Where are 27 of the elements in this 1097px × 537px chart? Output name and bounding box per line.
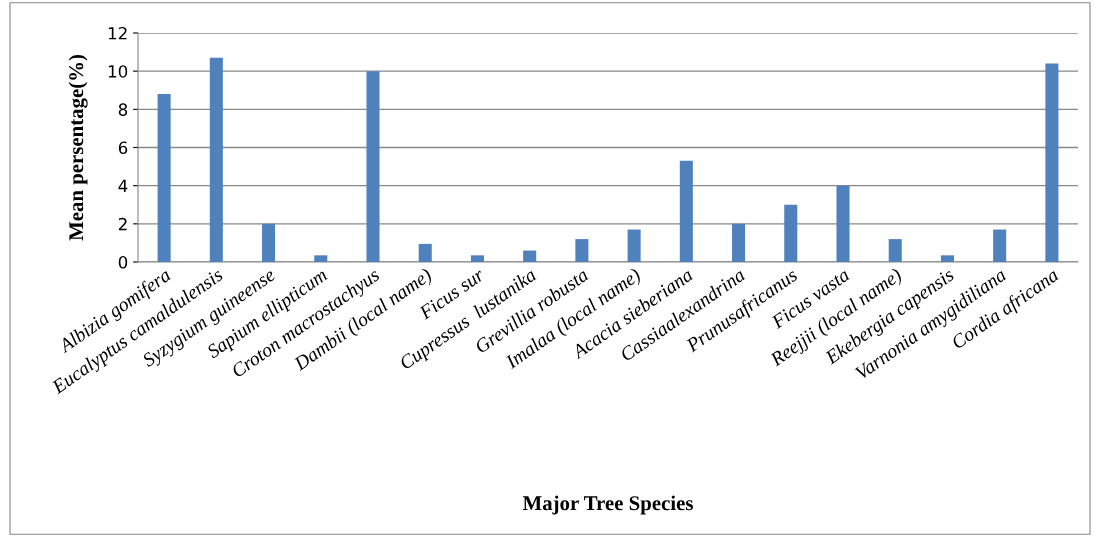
y-axis-title: Mean persentage(%) bbox=[68, 54, 88, 241]
bar bbox=[366, 71, 380, 262]
y-tick-label: 8 bbox=[118, 103, 128, 116]
bar bbox=[732, 223, 746, 262]
bar bbox=[1045, 63, 1059, 262]
y-tick-label: 4 bbox=[118, 179, 128, 192]
y-tick-label: 0 bbox=[118, 255, 128, 269]
y-tick-label: 6 bbox=[118, 141, 128, 155]
x-axis-title: Major Tree Species bbox=[522, 495, 693, 515]
y-tick-label: 10 bbox=[108, 65, 128, 78]
bar bbox=[157, 94, 171, 262]
bar bbox=[418, 243, 432, 262]
bar bbox=[523, 250, 537, 262]
bar bbox=[627, 229, 641, 262]
bar bbox=[888, 239, 902, 262]
bar bbox=[679, 160, 693, 262]
bar bbox=[314, 255, 328, 262]
bar bbox=[940, 255, 954, 262]
bar bbox=[575, 239, 589, 262]
bar bbox=[209, 57, 223, 262]
bar bbox=[470, 255, 484, 262]
bar bbox=[784, 204, 798, 262]
bar bbox=[262, 223, 276, 262]
y-tick-label: 12 bbox=[108, 26, 127, 40]
y-tick-label: 2 bbox=[118, 217, 127, 231]
bar bbox=[993, 229, 1007, 262]
bar bbox=[836, 185, 850, 262]
